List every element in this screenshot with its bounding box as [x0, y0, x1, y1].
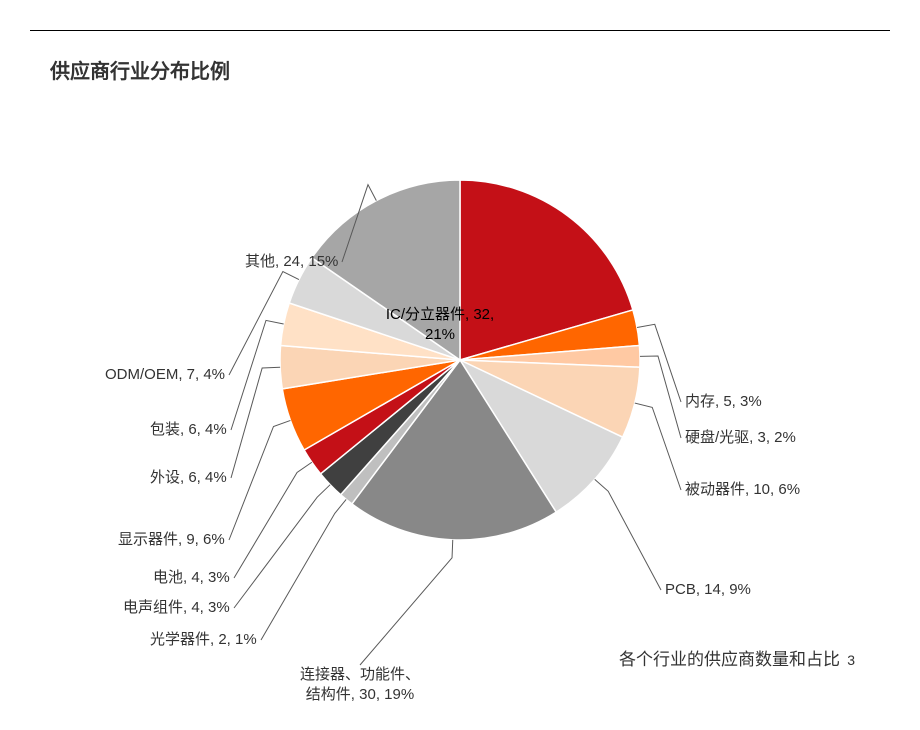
- pie-chart: IC/分立器件, 32,21% 内存, 5, 3% 硬盘/光驱, 3, 2% 被动器件…: [0, 110, 920, 630]
- footer-caption-text: 各个行业的供应商数量和占比: [619, 650, 840, 669]
- chart-title: 供应商行业分布比例: [50, 55, 230, 84]
- slice-label: 被动器件, 10, 6%: [685, 480, 800, 500]
- slice-label: IC/分立器件, 32,21%: [386, 305, 494, 346]
- footer-caption: 各个行业的供应商数量和占比: [619, 645, 840, 670]
- slice-label: 连接器、功能件、结构件, 30, 19%: [300, 665, 420, 706]
- top-rule: [30, 30, 890, 31]
- slice-label: ODM/OEM, 7, 4%: [105, 365, 225, 385]
- leader-line: [231, 320, 284, 430]
- slice-label: 其他, 24, 15%: [245, 252, 338, 272]
- leader-line: [635, 403, 681, 490]
- slice-label: 内存, 5, 3%: [685, 392, 762, 412]
- slice-label: 包装, 6, 4%: [150, 420, 227, 440]
- page-number: 3: [847, 652, 855, 668]
- slice-label: 显示器件, 9, 6%: [118, 530, 225, 550]
- slice-label: 外设, 6, 4%: [150, 468, 227, 488]
- slice-label: 光学器件, 2, 1%: [150, 630, 257, 650]
- slice-label: 硬盘/光驱, 3, 2%: [685, 428, 796, 448]
- leader-line: [360, 540, 453, 665]
- leader-line: [637, 324, 681, 402]
- slice-label: PCB, 14, 9%: [665, 580, 751, 600]
- leader-line: [640, 356, 681, 438]
- slice-label: 电池, 4, 3%: [153, 568, 230, 588]
- leader-line: [231, 367, 280, 478]
- pie-svg: [280, 180, 640, 540]
- slice-label: 电声组件, 4, 3%: [123, 598, 230, 618]
